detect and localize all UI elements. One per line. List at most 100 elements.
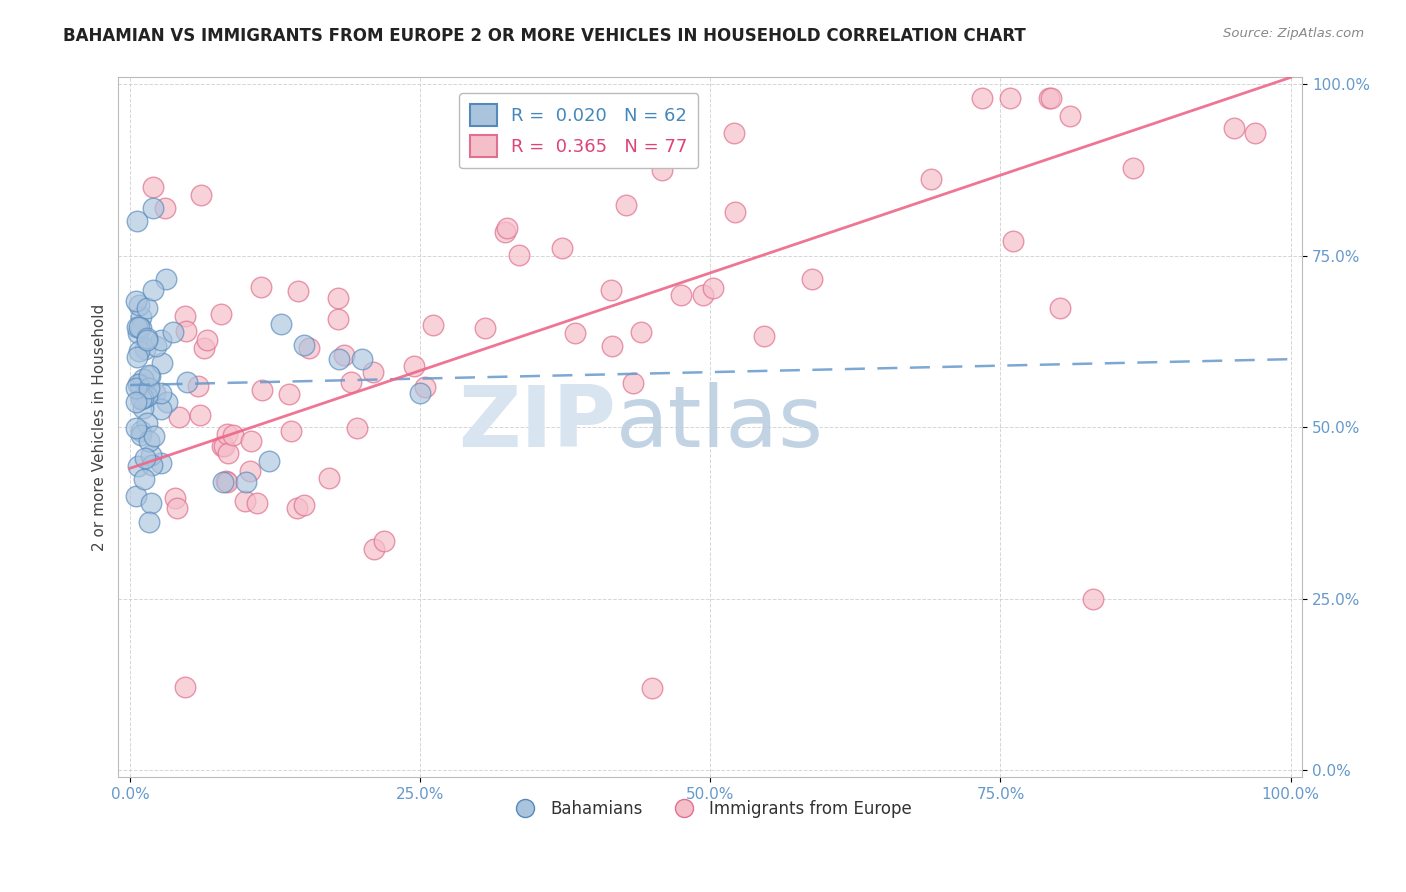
Point	[136, 333, 159, 347]
Point	[134, 342, 156, 356]
Point	[235, 475, 257, 489]
Point	[125, 489, 148, 503]
Point	[250, 383, 273, 397]
Point	[127, 214, 149, 228]
Point	[136, 331, 159, 345]
Point	[128, 319, 150, 334]
Point	[176, 375, 198, 389]
Point	[166, 501, 188, 516]
Point	[125, 320, 148, 334]
Point	[614, 198, 637, 212]
Point	[318, 470, 340, 484]
Point	[139, 369, 162, 384]
Point	[651, 162, 673, 177]
Point	[215, 427, 238, 442]
Point	[292, 338, 315, 352]
Point	[143, 386, 166, 401]
Point	[125, 350, 148, 364]
Point	[564, 326, 586, 340]
Point	[212, 439, 235, 453]
Point	[131, 372, 153, 386]
Point	[167, 409, 190, 424]
Point	[138, 434, 160, 449]
Point	[163, 491, 186, 505]
Point	[285, 500, 308, 515]
Point	[125, 395, 148, 409]
Point	[174, 325, 197, 339]
Point	[409, 385, 432, 400]
Point	[149, 333, 172, 347]
Point	[136, 301, 159, 316]
Point	[328, 291, 350, 305]
Point	[239, 464, 262, 478]
Point	[702, 281, 724, 295]
Point	[250, 279, 273, 293]
Point	[1038, 91, 1060, 105]
Point	[125, 381, 148, 395]
Point	[142, 429, 165, 443]
Point	[328, 351, 350, 366]
Point	[621, 376, 644, 391]
Point	[346, 421, 368, 435]
Point	[142, 283, 165, 297]
Point	[599, 283, 621, 297]
Point	[494, 226, 516, 240]
Point	[128, 298, 150, 312]
Point	[246, 496, 269, 510]
Point	[150, 402, 173, 417]
Point	[138, 368, 160, 383]
Point	[340, 375, 363, 389]
Point	[134, 472, 156, 486]
Point	[1222, 120, 1244, 135]
Point	[129, 392, 152, 407]
Point	[145, 339, 167, 353]
Point	[190, 188, 212, 202]
Point	[149, 456, 172, 470]
Point	[326, 311, 349, 326]
Point	[508, 248, 530, 262]
Point	[134, 451, 156, 466]
Point	[352, 351, 374, 366]
Point	[212, 475, 235, 489]
Point	[129, 424, 152, 438]
Point	[724, 205, 747, 219]
Point	[188, 409, 211, 423]
Point	[1002, 234, 1025, 248]
Point	[125, 294, 148, 309]
Point	[332, 347, 354, 361]
Y-axis label: 2 or more Vehicles in Household: 2 or more Vehicles in Household	[93, 303, 107, 550]
Point	[195, 333, 218, 347]
Point	[671, 288, 693, 302]
Point	[129, 428, 152, 442]
Point	[129, 376, 152, 391]
Point	[209, 307, 232, 321]
Point	[551, 242, 574, 256]
Point	[141, 458, 163, 473]
Point	[723, 127, 745, 141]
Point	[270, 318, 292, 332]
Point	[128, 344, 150, 359]
Point	[222, 428, 245, 442]
Point	[129, 310, 152, 324]
Point	[259, 454, 281, 468]
Point	[217, 446, 239, 460]
Point	[363, 541, 385, 556]
Point	[972, 91, 994, 105]
Point	[127, 326, 149, 340]
Legend: Bahamians, Immigrants from Europe: Bahamians, Immigrants from Europe	[502, 793, 918, 824]
Point	[292, 498, 315, 512]
Point	[496, 221, 519, 235]
Point	[139, 448, 162, 462]
Point	[474, 321, 496, 335]
Point	[1049, 301, 1071, 315]
Point	[149, 386, 172, 401]
Point	[139, 495, 162, 509]
Point	[600, 339, 623, 353]
Point	[135, 390, 157, 404]
Point	[277, 387, 299, 401]
Point	[280, 424, 302, 438]
Text: atlas: atlas	[616, 382, 824, 465]
Point	[153, 201, 176, 215]
Point	[413, 379, 436, 393]
Point	[641, 681, 664, 695]
